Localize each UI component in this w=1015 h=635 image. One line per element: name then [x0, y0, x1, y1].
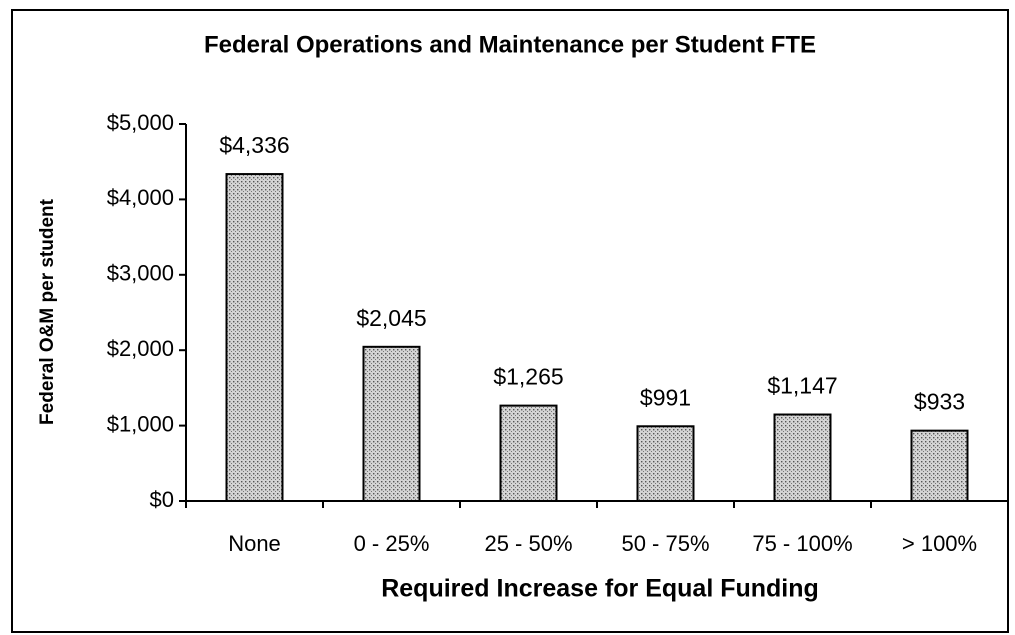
y-axis-label: Federal O&M per student	[37, 198, 58, 425]
y-tick-label: $4,000	[107, 185, 174, 210]
x-tick-label: 0 - 25%	[354, 531, 430, 556]
y-tick-label: $3,000	[107, 261, 174, 286]
value-label: $4,336	[219, 132, 289, 158]
bar	[499, 404, 558, 502]
x-tick-label: None	[228, 531, 281, 556]
bar	[362, 345, 421, 502]
frame	[11, 9, 1009, 633]
x-tick-label: > 100%	[902, 531, 977, 556]
bar	[910, 429, 969, 502]
value-label: $991	[640, 384, 691, 410]
y-tick-label: $1,000	[107, 411, 174, 436]
x-tick-label: 50 - 75%	[621, 531, 709, 556]
x-tick-label: 75 - 100%	[752, 531, 852, 556]
bar	[225, 173, 284, 502]
value-label: $1,265	[493, 364, 563, 390]
x-tick-label: 25 - 50%	[484, 531, 572, 556]
x-axis-label: Required Increase for Equal Funding	[381, 575, 819, 603]
y-tick-label: $0	[150, 487, 174, 512]
chart-title: Federal Operations and Maintenance per S…	[204, 31, 816, 58]
value-label: $933	[914, 389, 965, 415]
y-tick-label: $2,000	[107, 336, 174, 361]
bar	[773, 413, 832, 503]
bar	[636, 425, 695, 502]
value-label: $2,045	[356, 305, 426, 331]
y-tick-label: $5,000	[107, 110, 174, 135]
value-label: $1,147	[767, 373, 837, 399]
